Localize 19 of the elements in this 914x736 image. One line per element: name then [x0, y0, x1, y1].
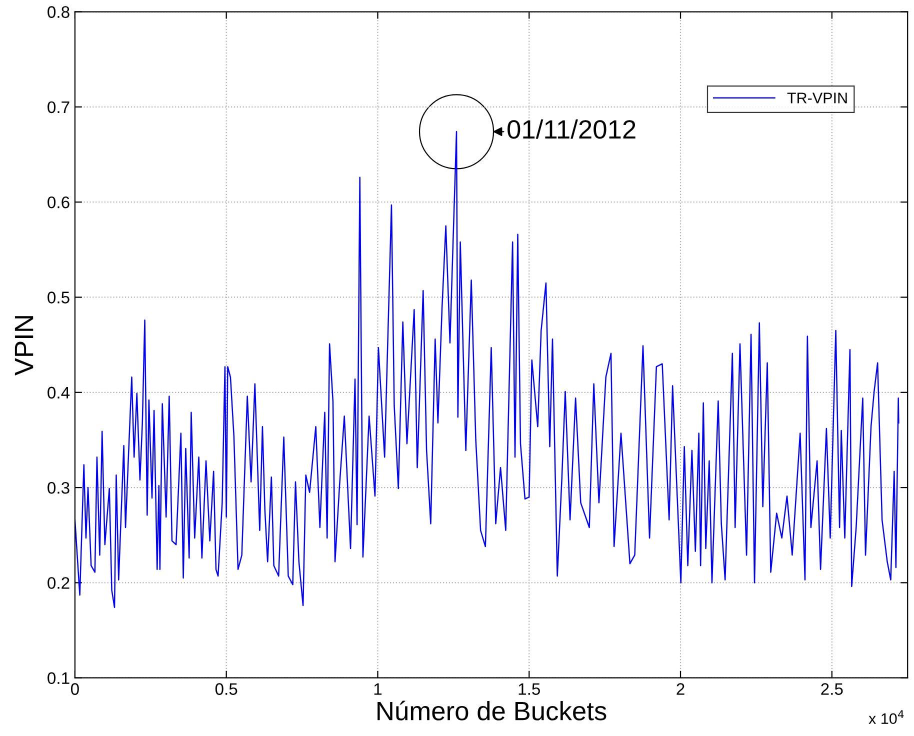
y-tick-label: 0.4	[48, 386, 70, 399]
x-tick-label: 1	[374, 683, 382, 695]
x-tick-label: 0.5	[215, 683, 238, 695]
y-tick-label: 0.5	[48, 292, 70, 304]
y-tick-label: 0.2	[48, 577, 70, 589]
x-tick-label: 2	[676, 683, 684, 695]
x-tick-label: 2.5	[821, 683, 843, 695]
y-axis-title: VPIN	[14, 316, 34, 376]
x-tick-label: 1.5	[518, 683, 540, 695]
y-tick-label: 0.1	[48, 672, 70, 684]
legend-label: TR-VPIN	[787, 92, 847, 104]
y-tick-label: 0.8	[48, 6, 70, 18]
text: x 10$^{4}$	[868, 710, 904, 724]
y-tick-label: 0.3	[48, 482, 70, 494]
x-tick-label: 0	[70, 683, 79, 695]
x-axis-title: Número de Buckets	[378, 700, 606, 720]
y-tick-label: 0.6	[48, 196, 70, 208]
annotation: 01/11/2012	[508, 119, 636, 139]
y-tick-label: 0.7	[48, 101, 70, 114]
